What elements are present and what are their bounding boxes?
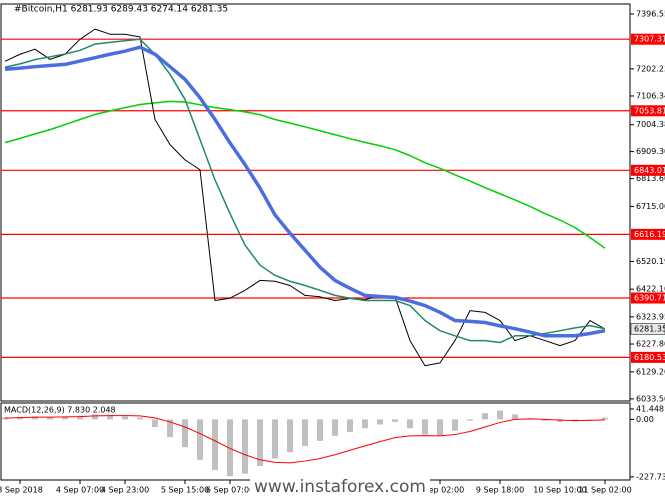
last-price-box	[630, 323, 665, 335]
y-tick-label: 6323.95	[636, 312, 665, 321]
histogram-bar	[497, 410, 503, 420]
histogram-bar	[512, 414, 518, 420]
histogram-bar	[122, 416, 128, 420]
histogram-bar	[302, 419, 308, 446]
x-tick-label: 4 Sep 07:00	[56, 486, 104, 495]
y-tick-label: 7004.38	[636, 120, 665, 129]
x-tick-label: 10 Sep 10:00	[533, 486, 586, 495]
y-tick-label: -227.739	[636, 472, 665, 481]
series-line	[4, 415, 606, 464]
level-label: 6390.71	[634, 294, 665, 303]
histogram-bar	[542, 419, 548, 421]
histogram-bar	[482, 413, 488, 420]
main-panel	[0, 3, 631, 402]
histogram-bar	[212, 419, 218, 470]
y-tick-label: 6520.19	[636, 257, 665, 266]
level-label-box	[631, 33, 665, 45]
histogram-bar	[602, 417, 608, 420]
level-label-box	[631, 164, 665, 176]
histogram-bar	[317, 419, 323, 441]
y-tick-label: 6909.30	[636, 147, 665, 156]
histogram-bar	[197, 419, 203, 460]
level-label: 6843.01	[634, 166, 665, 175]
y-tick-label: 6715.00	[636, 202, 665, 211]
last-price-label: 6281.35	[634, 324, 665, 333]
y-tick-label: 6033.50	[636, 394, 665, 403]
x-tick-label: 9 Sep 02:00	[416, 486, 464, 495]
series-line	[4, 45, 606, 338]
watermark: www.instaforex.com	[254, 477, 426, 497]
y-tick-label: 41.448	[636, 404, 664, 413]
y-tick-label: 6227.80	[636, 340, 665, 349]
x-tick-label: 3 Sep 2018	[0, 486, 43, 495]
y-tick-label: 6813.60	[636, 174, 665, 183]
y-tick-label: 7202.23	[636, 64, 665, 73]
level-label-box	[631, 351, 665, 363]
histogram-bar	[77, 415, 83, 420]
histogram-bar	[437, 419, 443, 437]
histogram-bar	[362, 419, 368, 429]
histogram-bar	[107, 414, 113, 420]
level-label-box	[631, 105, 665, 117]
y-tick-label: 6422.10	[636, 285, 665, 294]
x-tick-label: 5 Sep 15:00	[161, 486, 209, 495]
histogram-bar	[452, 419, 458, 431]
y-tick-label: 6129.20	[636, 367, 665, 376]
level-label: 7307.31	[634, 35, 665, 44]
histogram-bar	[242, 419, 248, 474]
histogram-bar	[62, 416, 68, 420]
y-tick-label: 7106.34	[636, 91, 665, 100]
chart-title: #Bitcoin,H1 6281.93 6289.43 6274.14 6281…	[14, 5, 228, 15]
histogram-bar	[2, 417, 8, 420]
histogram-bar	[257, 419, 263, 467]
series-line	[4, 100, 606, 249]
histogram-bar	[407, 419, 413, 429]
histogram-bar	[422, 419, 428, 435]
histogram-bar	[287, 419, 293, 453]
histogram-bar	[227, 419, 233, 477]
y-tick-label: 7396.55	[636, 10, 665, 19]
histogram-bar	[392, 419, 398, 422]
histogram-bar	[347, 419, 353, 433]
plot-layer: 7396.55 7202.23 7106.34 7004.38 6909.30 6813.…	[0, 10, 665, 495]
level-label: 6180.53	[634, 353, 665, 362]
level-label-box	[631, 228, 665, 240]
histogram-bar	[137, 417, 143, 420]
watermark-box	[250, 476, 430, 498]
histogram-bar	[152, 419, 158, 427]
histogram-bar	[167, 419, 173, 438]
histogram-bar	[272, 419, 278, 459]
histogram-bar	[182, 419, 188, 448]
histogram-bar	[92, 414, 98, 420]
histogram-bar	[557, 419, 563, 422]
x-tick-label: 9 Sep 18:00	[476, 486, 524, 495]
x-tick-label: 4 Sep 23:00	[101, 486, 149, 495]
histogram-bar	[32, 416, 38, 420]
histogram-bar	[47, 417, 53, 420]
level-label-box	[631, 292, 665, 304]
histogram-bar	[17, 416, 23, 420]
histogram-bar	[467, 419, 473, 421]
histogram-bar	[587, 419, 593, 420]
histogram-bar	[377, 419, 383, 425]
level-label: 6616.19	[634, 230, 665, 239]
macd-title: MACD(12,26,9) 7.830 2.048	[4, 406, 116, 415]
y-tick-label: 0.00	[636, 415, 654, 424]
series-line	[4, 38, 606, 344]
histogram-bar	[332, 419, 338, 436]
level-label: 7053.81	[634, 106, 665, 115]
x-tick-label: 11 Sep 02:00	[578, 486, 631, 495]
x-tick-label: 6 Sep 07:00	[206, 486, 254, 495]
